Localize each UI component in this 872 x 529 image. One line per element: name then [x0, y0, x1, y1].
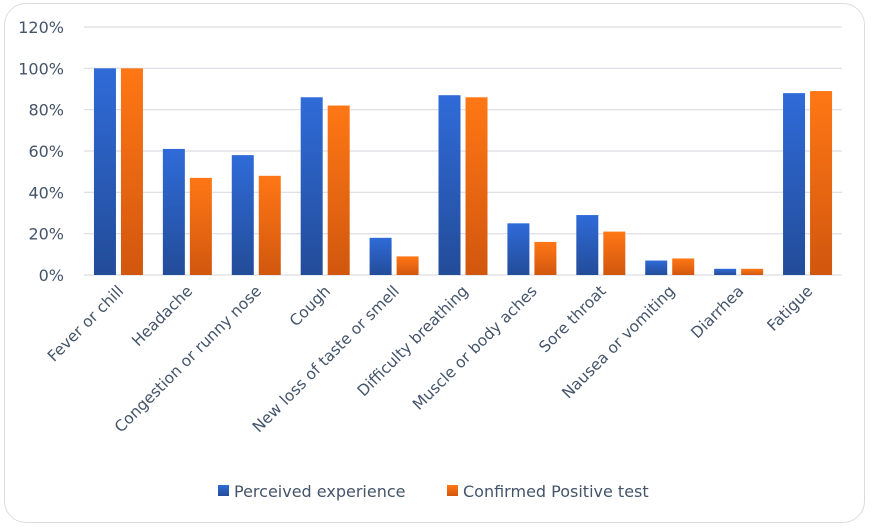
- bar-perceived-10: [783, 93, 806, 275]
- legend: Perceived experience Confirmed Positive t…: [218, 482, 649, 501]
- bar-confirmed-4: [396, 256, 419, 275]
- bar-perceived-0: [93, 68, 116, 275]
- bar-perceived-9: [714, 268, 737, 275]
- legend-swatch-confirmed: [447, 485, 458, 496]
- bar-perceived-2: [231, 155, 254, 275]
- bar-perceived-3: [300, 97, 323, 276]
- y-axis-tick-labels: 0% 20% 40% 60% 80% 100% 120%: [18, 18, 64, 285]
- x-tick-label: New loss of taste or smell: [249, 282, 403, 436]
- y-tick-label: 120%: [18, 18, 64, 37]
- bar-confirmed-3: [327, 105, 350, 276]
- bar-perceived-8: [645, 260, 668, 275]
- bar-perceived-4: [369, 237, 392, 275]
- x-tick-label: Congestion or runny nose: [111, 282, 265, 436]
- bar-confirmed-10: [810, 91, 833, 275]
- bar-confirmed-0: [120, 68, 143, 275]
- x-tick-label: Cough: [286, 282, 334, 330]
- bar-confirmed-9: [741, 268, 764, 275]
- legend-label-perceived: Perceived experience: [234, 482, 405, 501]
- y-tick-label: 80%: [28, 101, 64, 120]
- chart-frame: [4, 3, 865, 523]
- x-tick-label: Fever or chill: [44, 282, 127, 365]
- bar-confirmed-6: [534, 241, 557, 275]
- x-tick-label: Muscle or body aches: [409, 282, 541, 414]
- bar-confirmed-5: [465, 97, 488, 276]
- y-tick-label: 0%: [39, 266, 64, 285]
- legend-swatch-perceived: [218, 485, 229, 496]
- legend-label-confirmed: Confirmed Positive test: [463, 482, 649, 501]
- bar-confirmed-1: [189, 177, 212, 275]
- x-tick-label: Headache: [128, 282, 196, 350]
- y-tick-label: 100%: [18, 59, 64, 78]
- y-tick-label: 40%: [28, 183, 64, 202]
- bar-perceived-5: [438, 95, 461, 275]
- y-tick-label: 20%: [28, 225, 64, 244]
- bar-perceived-6: [507, 223, 530, 275]
- bar-perceived-7: [576, 215, 599, 275]
- bar-confirmed-8: [672, 258, 695, 275]
- y-tick-label: 60%: [28, 142, 64, 161]
- x-tick-label: Diarrhea: [687, 282, 747, 342]
- bar-confirmed-7: [603, 231, 626, 275]
- bars: [93, 68, 833, 276]
- x-tick-label: Nausea or vomiting: [558, 282, 678, 402]
- x-tick-label: Fatigue: [764, 282, 817, 335]
- bar-confirmed-2: [258, 175, 281, 275]
- bar-perceived-1: [162, 148, 185, 275]
- x-tick-label: Sore throat: [536, 282, 610, 356]
